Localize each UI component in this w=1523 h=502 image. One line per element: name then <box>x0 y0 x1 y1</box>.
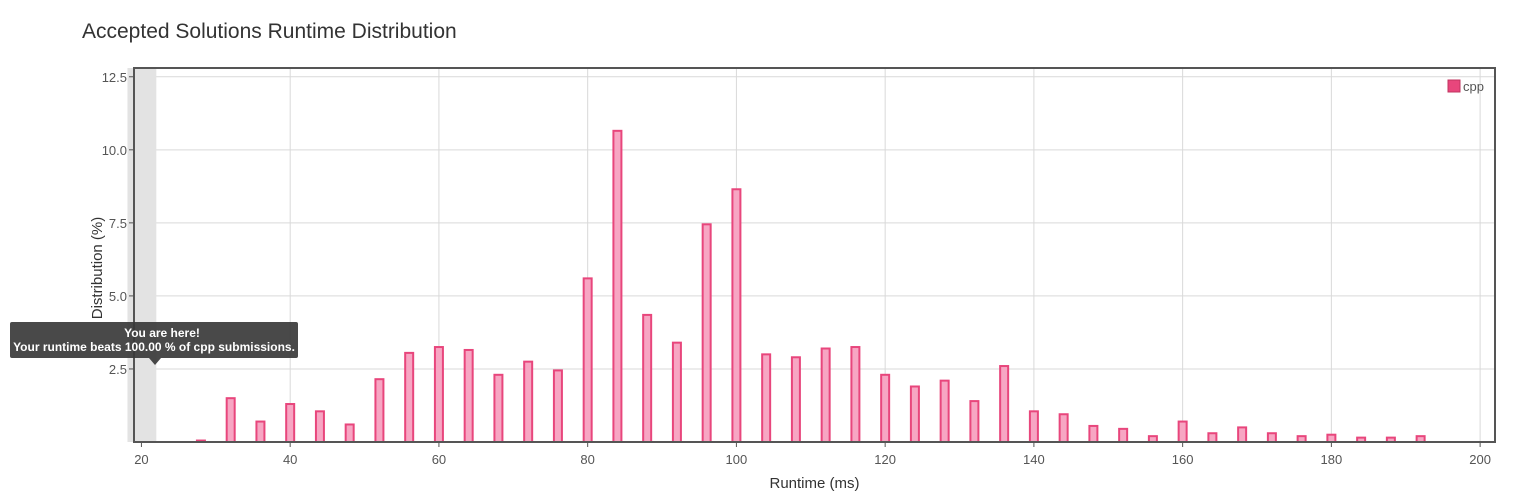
tooltip-line-1: You are here! <box>124 326 200 340</box>
bar-cpp-44[interactable] <box>314 410 325 443</box>
bar-cpp-48[interactable] <box>344 423 355 443</box>
bar-cpp-68[interactable] <box>493 373 504 443</box>
chart-title: Accepted Solutions Runtime Distribution <box>82 20 457 43</box>
bar-cpp-120[interactable] <box>880 373 891 443</box>
x-tick-label: 140 <box>1023 452 1045 467</box>
bar-cpp-92[interactable] <box>671 341 682 443</box>
x-tick-label: 160 <box>1172 452 1194 467</box>
bar-cpp-116[interactable] <box>850 346 861 443</box>
bar-cpp-72[interactable] <box>523 360 534 443</box>
bar-cpp-152[interactable] <box>1118 427 1129 443</box>
legend-swatch-cpp <box>1447 79 1461 93</box>
bar-cpp-172[interactable] <box>1266 432 1277 443</box>
bar-cpp-148[interactable] <box>1088 424 1099 443</box>
bar-cpp-128[interactable] <box>939 379 950 443</box>
x-axis-label: Runtime (ms) <box>769 475 859 492</box>
bar-cpp-52[interactable] <box>374 378 385 443</box>
y-tick-label: 12.5 <box>102 70 127 85</box>
x-tick-label: 20 <box>134 452 148 467</box>
bar-cpp-160[interactable] <box>1177 420 1188 443</box>
bar-cpp-140[interactable] <box>1028 410 1039 443</box>
bar-cpp-40[interactable] <box>285 403 296 443</box>
plot-frame <box>133 67 1496 443</box>
bar-cpp-104[interactable] <box>761 353 772 443</box>
bar-cpp-124[interactable] <box>909 385 920 443</box>
x-tick-label: 80 <box>580 452 594 467</box>
bar-cpp-60[interactable] <box>433 346 444 443</box>
legend-label-cpp: cpp <box>1463 79 1484 94</box>
grid-lines <box>134 68 1495 442</box>
bar-cpp-80[interactable] <box>582 277 593 443</box>
x-tick-label: 60 <box>432 452 446 467</box>
y-axis-label: Distribution (%) <box>89 217 106 320</box>
bar-cpp-108[interactable] <box>790 356 801 443</box>
runtime-tooltip: You are here! Your runtime beats 100.00 … <box>10 322 298 365</box>
x-tick-label: 200 <box>1469 452 1491 467</box>
bar-cpp-168[interactable] <box>1237 426 1248 443</box>
bar-cpp-64[interactable] <box>463 348 474 443</box>
current-runtime-highlight <box>127 68 157 442</box>
bar-cpp-144[interactable] <box>1058 413 1069 443</box>
y-tick-label: 7.5 <box>109 216 127 231</box>
y-tick-label: 5.0 <box>109 289 127 304</box>
bar-cpp-76[interactable] <box>552 369 563 443</box>
y-tick-label: 2.5 <box>109 362 127 377</box>
x-tick-label: 180 <box>1321 452 1343 467</box>
y-axis-ticks: 2.5 5.0 7.5 10.0 12.5 <box>102 70 134 377</box>
bar-cpp-84[interactable] <box>612 129 623 443</box>
bars <box>195 129 1426 443</box>
bar-cpp-136[interactable] <box>999 365 1010 443</box>
bar-cpp-164[interactable] <box>1207 432 1218 443</box>
legend[interactable]: cpp <box>1447 79 1484 94</box>
bar-cpp-96[interactable] <box>701 223 712 443</box>
bar-cpp-100[interactable] <box>731 188 742 443</box>
bar-cpp-36[interactable] <box>255 420 266 443</box>
bar-cpp-112[interactable] <box>820 347 831 443</box>
x-axis-ticks: 20 40 60 80 100 120 140 160 180 200 <box>134 442 1491 467</box>
y-tick-label: 10.0 <box>102 143 127 158</box>
tooltip-line-2: Your runtime beats 100.00 % of cpp submi… <box>13 340 295 354</box>
bar-cpp-56[interactable] <box>404 351 415 443</box>
tooltip-box <box>10 322 298 358</box>
bar-cpp-32[interactable] <box>225 397 236 443</box>
x-tick-label: 100 <box>726 452 748 467</box>
bar-cpp-180[interactable] <box>1326 433 1337 443</box>
x-tick-label: 40 <box>283 452 297 467</box>
bar-cpp-88[interactable] <box>642 313 653 443</box>
tooltip-arrow <box>149 358 161 365</box>
bar-cpp-132[interactable] <box>969 400 980 443</box>
x-tick-label: 120 <box>874 452 896 467</box>
